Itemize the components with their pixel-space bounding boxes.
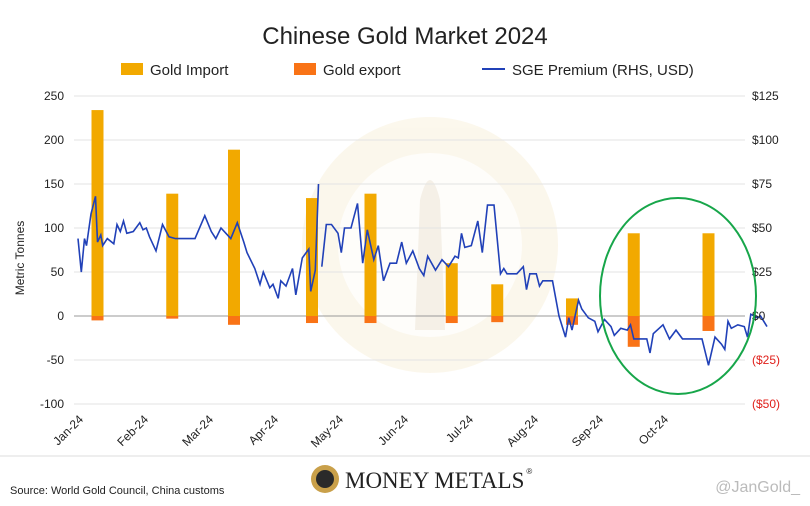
y-tick-label: 200 xyxy=(44,133,64,147)
y-tick-label: 50 xyxy=(51,265,65,279)
export-bar xyxy=(166,316,179,319)
y-tick-label: 150 xyxy=(44,177,64,191)
source-note: Source: World Gold Council, China custom… xyxy=(10,485,225,497)
export-bar xyxy=(228,316,240,325)
import-bar xyxy=(306,198,318,316)
x-tick-label: Jan-24 xyxy=(50,412,86,448)
y-axis-label: Metric Tonnes xyxy=(13,221,27,295)
export-bar xyxy=(491,316,504,323)
x-tick-label: Jul-24 xyxy=(443,412,476,445)
legend: Gold Import Gold export SGE Premium (RHS… xyxy=(121,62,694,79)
y2-tick-label: ($25) xyxy=(752,353,780,367)
import-bar xyxy=(445,263,458,316)
export-bar xyxy=(445,316,458,324)
x-tick-label: Feb-24 xyxy=(114,412,151,449)
x-tick-label: Jun-24 xyxy=(375,412,411,448)
legend-export-swatch xyxy=(294,63,316,75)
import-bar xyxy=(166,193,179,316)
y2-tick-label: $50 xyxy=(752,221,772,235)
y-tick-label: -50 xyxy=(47,353,65,367)
import-bar xyxy=(364,193,377,316)
export-bar xyxy=(566,316,578,325)
money-metals-logo: MONEY METALS ® xyxy=(311,465,532,493)
y2-tick-label: $125 xyxy=(752,89,779,103)
author-handle: @JanGold_ xyxy=(715,479,801,496)
legend-export-label: Gold export xyxy=(323,62,401,79)
legend-premium-label: SGE Premium (RHS, USD) xyxy=(512,62,694,79)
chart-title: Chinese Gold Market 2024 xyxy=(262,23,548,50)
export-bar xyxy=(306,316,318,324)
import-bar xyxy=(491,284,504,316)
x-tick-label: Mar-24 xyxy=(179,412,216,449)
y2-tick-label: ($50) xyxy=(752,397,780,411)
highlight-ellipse xyxy=(599,197,757,395)
y2-tick-label: $75 xyxy=(752,177,772,191)
sge-premium-line xyxy=(77,183,768,366)
x-tick-label: Apr-24 xyxy=(246,412,282,448)
y-tick-label: 100 xyxy=(44,221,64,235)
export-bar xyxy=(364,316,377,324)
y-tick-label: -100 xyxy=(40,397,64,411)
y2-tick-label: $25 xyxy=(752,265,772,279)
import-bar xyxy=(91,110,104,316)
x-tick-label: Aug-24 xyxy=(504,412,541,449)
import-bar xyxy=(566,298,578,316)
export-bar xyxy=(91,316,104,321)
logo-text: MONEY METALS xyxy=(345,468,524,493)
legend-import-label: Gold Import xyxy=(150,62,229,79)
import-bar xyxy=(702,233,715,316)
logo-trademark: ® xyxy=(526,467,532,476)
y2-tick-label: $100 xyxy=(752,133,779,147)
x-tick-label: Oct-24 xyxy=(636,412,672,448)
import-bar xyxy=(627,233,640,316)
x-tick-label: May-24 xyxy=(308,412,346,450)
x-tick-label: Sep-24 xyxy=(569,412,606,449)
export-bar xyxy=(627,316,640,347)
y-tick-label: 0 xyxy=(57,309,64,323)
legend-import-swatch xyxy=(121,63,143,75)
export-bar xyxy=(702,316,715,331)
y-tick-label: 250 xyxy=(44,89,64,103)
